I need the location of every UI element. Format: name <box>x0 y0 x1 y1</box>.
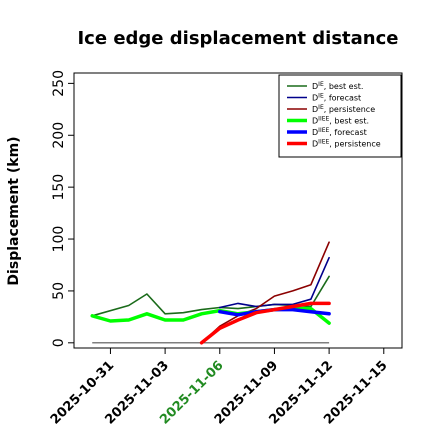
legend-symbol: IIEE <box>318 116 329 123</box>
series-line-5 <box>199 301 331 345</box>
series-line-2 <box>200 241 330 344</box>
legend-symbol: IE <box>318 93 324 100</box>
legend-label: persistence <box>334 140 380 149</box>
y-tick-label: 150 <box>51 174 67 201</box>
y-tick-label: 100 <box>51 226 67 253</box>
legend-symbol: IE <box>318 104 324 111</box>
legend-symbol: IIEE <box>318 127 329 134</box>
legend-label: forecast <box>329 94 361 103</box>
y-tick-label: 0 <box>51 338 67 347</box>
y-axis: 0 50 100 150 200 250 <box>51 70 74 347</box>
legend-symbol: IIEE <box>318 139 329 146</box>
legend-entry: DIIEE, persistence <box>312 139 381 149</box>
legend-label: persistence <box>329 105 375 114</box>
legend-entry: DIIEE, best est. <box>312 116 369 126</box>
chart-title: Ice edge displacement distance <box>77 28 398 49</box>
y-tick-label: 250 <box>51 70 67 97</box>
legend-entry: DIE, persistence <box>312 104 375 114</box>
x-axis: 2025-10-312025-11-032025-11-062025-11-09… <box>48 348 391 428</box>
series-layer <box>90 241 331 345</box>
legend-label: forecast <box>334 128 366 137</box>
y-axis-label: Displacement (km) <box>6 136 22 285</box>
y-tick-label: 200 <box>51 122 67 149</box>
legend-entry: DIE, forecast <box>312 93 361 103</box>
y-tick-label: 50 <box>51 282 67 300</box>
legend-symbol: IE <box>318 81 324 88</box>
legend-entry: DIE, best est. <box>312 81 363 91</box>
series-line-1 <box>219 256 330 309</box>
legend-label: best est. <box>334 117 369 126</box>
legend-entry: DIIEE, forecast <box>312 127 367 137</box>
legend-label: best est. <box>329 82 364 91</box>
plot-frame <box>73 72 403 349</box>
